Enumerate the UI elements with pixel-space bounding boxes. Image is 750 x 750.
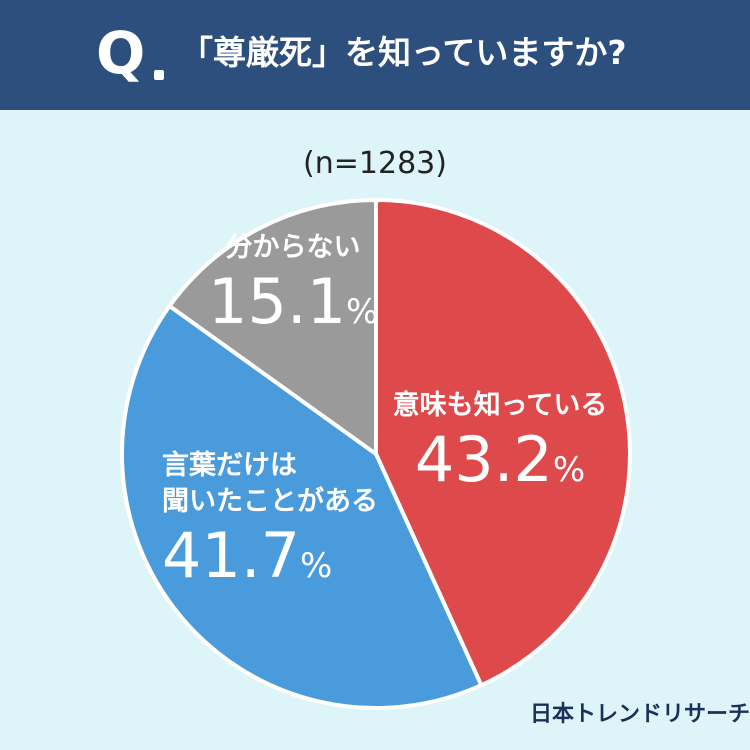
pie-slice-heard-word [120,303,484,710]
question-dot [154,70,164,80]
slice-value-dont-know: 15.1% [208,265,379,338]
sample-size: (n=1283) [303,146,447,181]
slice-value-heard-word: 41.7% [162,519,333,592]
question-text: 「尊厳死」を知っていますか? [180,33,627,72]
pie-slice-dont-know [167,198,378,456]
slice-label-dont-know: 分からない 15.1% [208,230,378,348]
slice-label-know-meaning: 意味も知っている 43.2% [385,388,615,506]
slice-value-know-meaning: 43.2% [414,423,586,496]
slice-name-know-meaning: 意味も知っている [392,390,608,421]
slice-name-dont-know: 分からない [225,232,361,263]
slice-name-heard-word-line2: 聞いたことがある [162,486,378,517]
brand-logo-text: 日本トレンドリサーチ [530,702,750,727]
question-q-mark: Q [96,19,146,87]
slice-label-heard-word: 言葉だけは 聞いたことがある 41.7% [162,448,378,602]
slice-name-heard-word-line1: 言葉だけは [162,450,297,481]
question-header: Q 「尊厳死」を知っていますか? [0,0,750,110]
pie-slices [120,198,632,710]
pie-slice-know-meaning [374,198,632,688]
